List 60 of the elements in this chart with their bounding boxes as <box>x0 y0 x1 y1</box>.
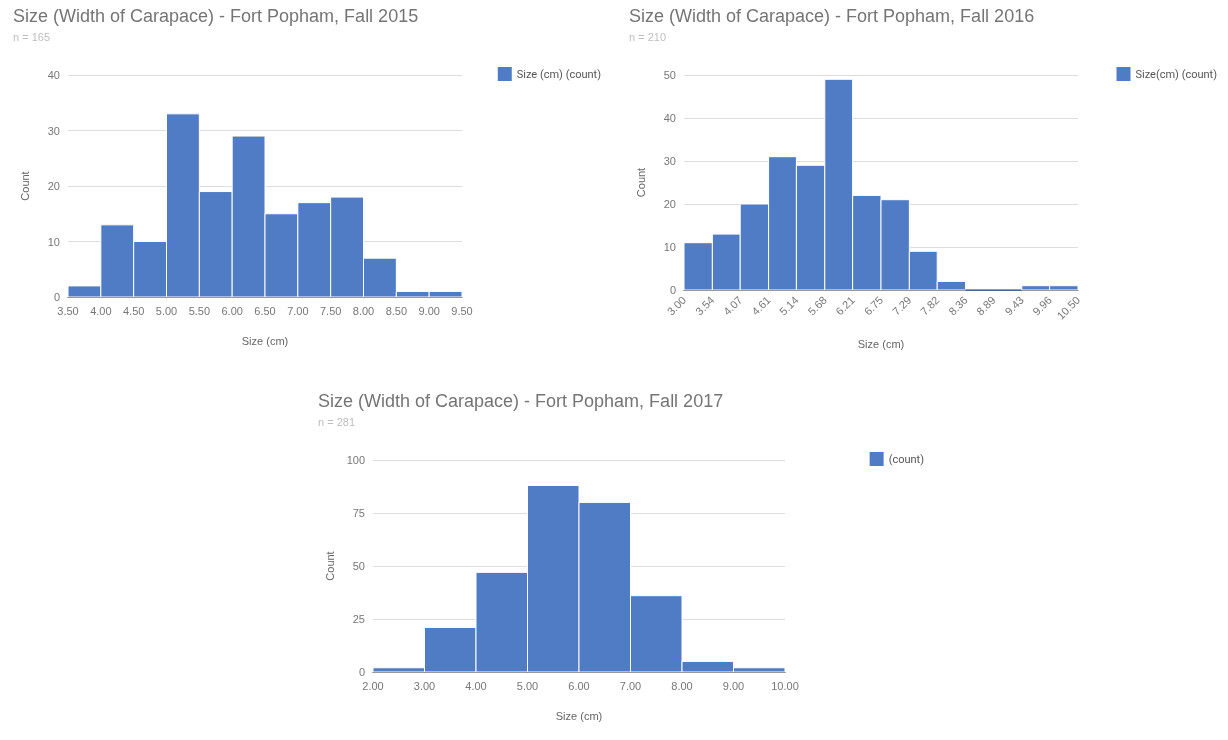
y-tick-label: 40 <box>663 112 676 124</box>
y-tick-label: 20 <box>663 198 676 210</box>
x-tick-label: 6.00 <box>221 304 243 317</box>
y-tick-label: 10 <box>663 241 676 253</box>
legend-label: Size (cm) (count) <box>516 67 602 81</box>
x-tick-label: 4.00 <box>90 304 112 317</box>
x-tick-label: 3.00 <box>664 293 689 318</box>
x-tick-label: 8.00 <box>671 679 693 692</box>
y-tick-label: 50 <box>352 560 365 572</box>
y-tick-label: 100 <box>346 454 365 466</box>
x-tick-label: 5.14 <box>777 293 801 318</box>
x-tick-label: 7.00 <box>287 304 309 317</box>
x-axis-title: Size (cm) <box>241 334 289 347</box>
x-tick-label: 3.00 <box>413 679 436 692</box>
x-axis-title: Size (cm) <box>857 337 905 350</box>
x-tick-label: 8.00 <box>352 304 375 317</box>
x-tick-label: 9.00 <box>722 679 745 692</box>
y-axis-title: Count <box>18 171 31 201</box>
chart-title: Size (Width of Carapace) - Fort Popham, Fall 2016 <box>629 6 1035 26</box>
x-tick-label: 6.50 <box>254 304 276 317</box>
x-tick-label: 9.50 <box>451 304 473 317</box>
y-tick-label: 40 <box>47 69 60 81</box>
y-axis-title: Count <box>634 167 647 198</box>
chart-subtitle: n = 165 <box>13 30 51 43</box>
x-tick-label: 5.00 <box>516 679 539 692</box>
y-tick-label: 0 <box>358 666 365 678</box>
x-tick-label: 2.00 <box>362 679 384 692</box>
y-tick-label: 30 <box>663 155 676 167</box>
x-tick-label: 7.00 <box>619 679 642 692</box>
x-tick-label: 8.50 <box>385 304 408 317</box>
x-tick-label: 3.50 <box>57 304 79 317</box>
y-tick-label: 75 <box>352 507 365 519</box>
x-tick-label: 7.50 <box>319 304 342 317</box>
y-tick-label: 0 <box>53 291 60 303</box>
x-tick-label: 5.50 <box>188 304 211 317</box>
x-tick-label: 4.00 <box>465 679 487 692</box>
y-tick-label: 0 <box>669 284 676 296</box>
x-tick-label: 4.61 <box>749 293 773 318</box>
y-tick-label: 50 <box>663 69 676 81</box>
x-tick-label: 4.50 <box>122 304 145 317</box>
y-tick-label: 30 <box>47 124 60 137</box>
x-tick-label: 6.21 <box>833 293 857 318</box>
x-tick-label: 8.89 <box>974 293 998 318</box>
x-tick-label: 5.00 <box>155 304 178 317</box>
chart-subtitle: n = 210 <box>629 30 667 43</box>
y-axis-title: Count <box>323 551 336 581</box>
legend-label: Size(cm) (count) <box>1135 67 1218 81</box>
x-tick-label: 7.29 <box>890 293 914 318</box>
x-tick-label: 6.00 <box>568 679 590 692</box>
y-tick-label: 10 <box>47 235 60 248</box>
y-tick-label: 25 <box>352 613 365 625</box>
y-tick-label: 20 <box>47 180 60 192</box>
x-tick-label: 9.00 <box>418 304 440 317</box>
x-axis-title: Size (cm) <box>555 709 603 722</box>
x-tick-label: 10.00 <box>771 679 799 692</box>
x-tick-label: 7.82 <box>917 293 942 318</box>
legend-label: (count) <box>888 452 925 466</box>
chart-subtitle: n = 281 <box>318 415 356 428</box>
chart-title: Size (Width of Carapace) - Fort Popham, Fall 2015 <box>13 6 419 26</box>
chart-title: Size (Width of Carapace) - Fort Popham, Fall 2017 <box>318 391 724 411</box>
